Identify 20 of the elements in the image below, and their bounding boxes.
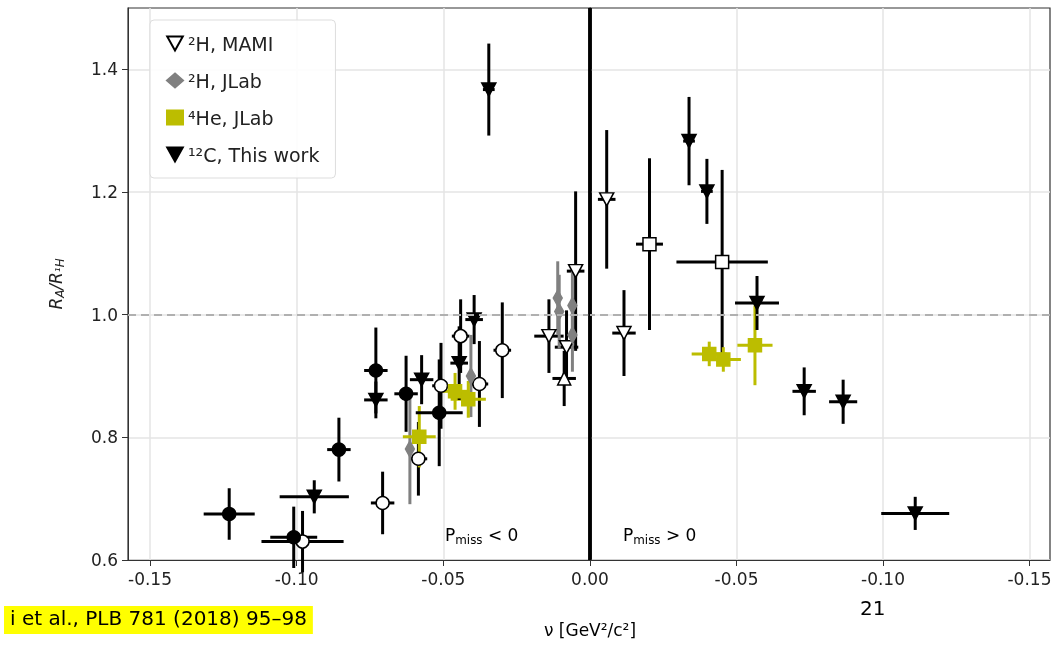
x-tick-label: -0.15 xyxy=(128,568,172,589)
y-tick-label: 1.4 xyxy=(90,59,118,80)
legend-label: ²H, JLab xyxy=(188,69,262,92)
x-axis-title: ν [GeV²/c²] xyxy=(543,620,637,640)
legend-label: ⁴He, JLab xyxy=(188,106,274,129)
y-tick-label: 0.6 xyxy=(90,550,118,570)
x-tick-label: -0.05 xyxy=(421,568,466,589)
x-tick-label: -0.15 xyxy=(1007,568,1052,589)
x-tick-label: -0.10 xyxy=(274,568,319,589)
text: 21 xyxy=(860,596,886,620)
x-tick-label: 0.00 xyxy=(571,568,609,589)
text: i et al., PLB 781 (2018) 95–98 xyxy=(10,606,307,630)
y-tick-label: 1.0 xyxy=(90,304,118,325)
legend-label: ²H, MAMI xyxy=(188,32,274,55)
y-tick-label: 1.2 xyxy=(90,182,118,202)
y-tick-label: 0.8 xyxy=(90,427,118,448)
legend-label: ¹²C, This work xyxy=(188,143,320,166)
y-axis-title: RA/R¹H xyxy=(45,258,67,310)
x-tick-label: -0.10 xyxy=(860,568,905,589)
x-tick-label: -0.05 xyxy=(714,568,759,589)
